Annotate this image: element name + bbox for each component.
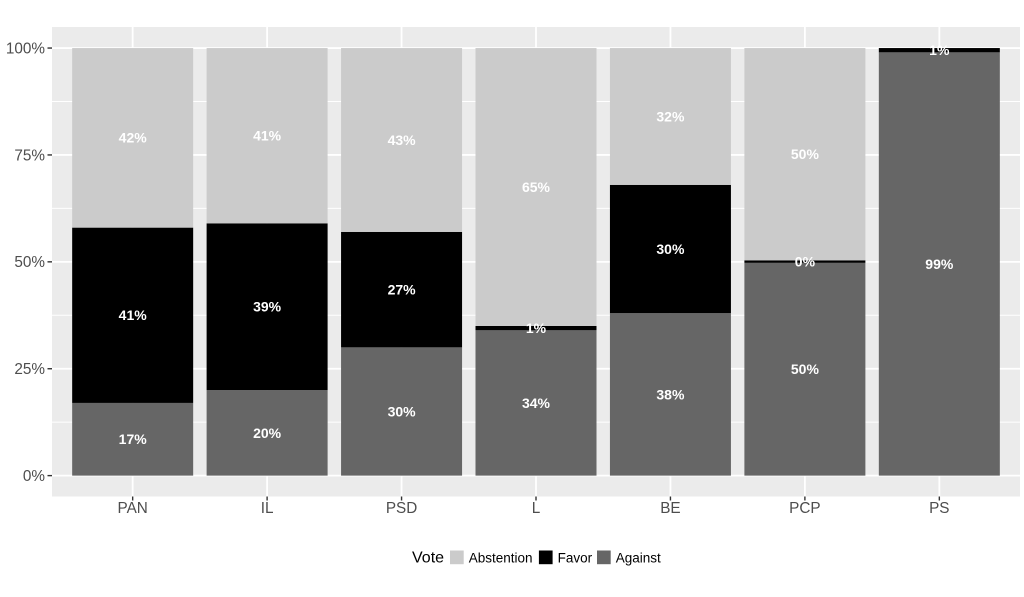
svg-text:1%: 1% — [526, 320, 547, 336]
svg-text:0%: 0% — [795, 254, 816, 270]
svg-text:41%: 41% — [253, 128, 282, 144]
svg-text:100%: 100% — [6, 40, 46, 57]
svg-text:BE: BE — [660, 500, 680, 517]
svg-text:38%: 38% — [656, 386, 685, 402]
svg-text:39%: 39% — [253, 299, 282, 315]
svg-text:43%: 43% — [388, 132, 417, 148]
svg-text:32%: 32% — [656, 108, 685, 124]
svg-text:IL: IL — [261, 500, 274, 517]
svg-text:17%: 17% — [119, 431, 148, 447]
svg-text:PSD: PSD — [386, 500, 417, 517]
svg-text:25%: 25% — [14, 361, 45, 378]
svg-text:0%: 0% — [23, 468, 46, 485]
svg-text:L: L — [532, 500, 541, 517]
svg-text:Vote: Vote — [412, 549, 444, 566]
svg-text:PCP: PCP — [789, 500, 820, 517]
svg-text:20%: 20% — [253, 425, 282, 441]
svg-text:27%: 27% — [388, 282, 417, 298]
svg-text:Against: Against — [616, 550, 661, 565]
svg-text:65%: 65% — [522, 179, 551, 195]
svg-text:50%: 50% — [14, 254, 45, 271]
svg-text:Abstention: Abstention — [469, 550, 533, 565]
svg-text:75%: 75% — [14, 147, 45, 164]
svg-text:PAN: PAN — [118, 500, 148, 517]
svg-text:PS: PS — [929, 500, 949, 517]
svg-text:41%: 41% — [119, 307, 148, 323]
svg-text:42%: 42% — [119, 130, 148, 146]
svg-text:30%: 30% — [388, 403, 417, 419]
svg-text:50%: 50% — [791, 361, 820, 377]
svg-text:50%: 50% — [791, 146, 820, 162]
svg-text:Favor: Favor — [558, 550, 593, 565]
svg-text:34%: 34% — [522, 395, 551, 411]
svg-text:30%: 30% — [656, 241, 685, 257]
svg-text:1%: 1% — [929, 42, 950, 58]
svg-text:99%: 99% — [925, 256, 954, 272]
